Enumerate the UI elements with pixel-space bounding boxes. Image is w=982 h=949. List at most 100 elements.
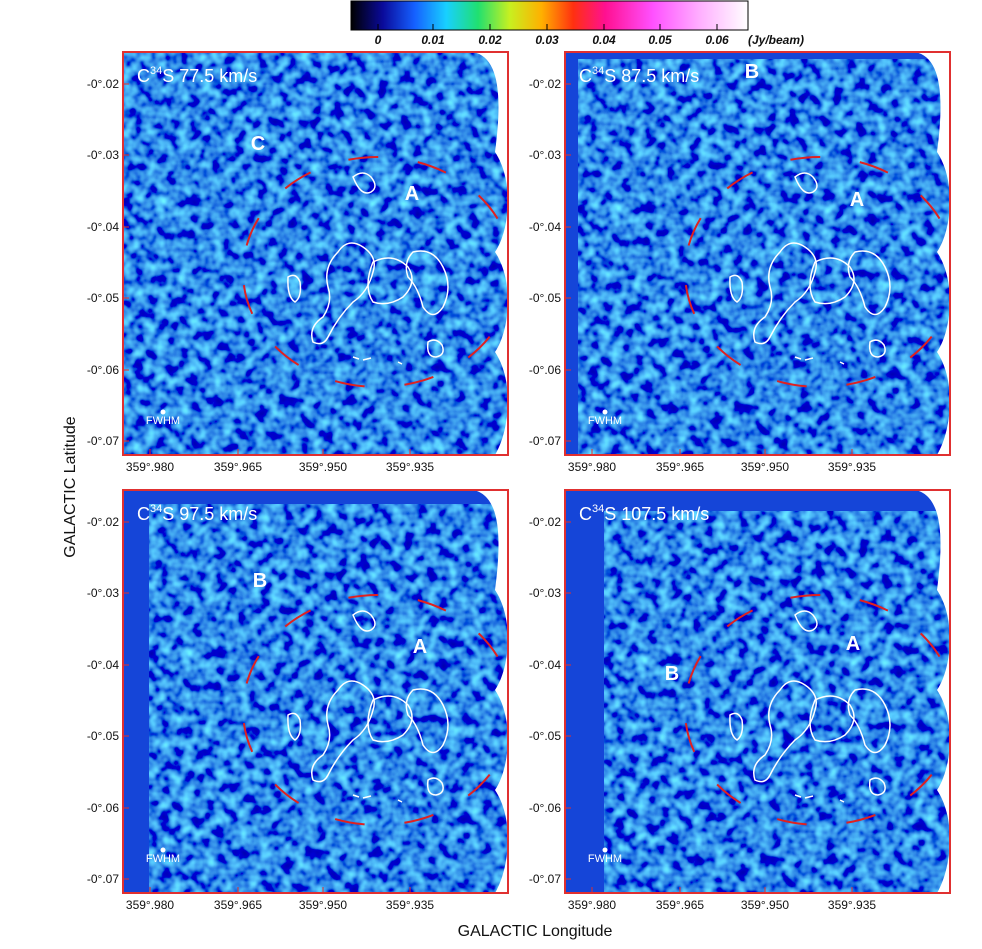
x-tick-label: 359°.980 <box>568 460 617 474</box>
contour <box>352 794 403 803</box>
contour <box>367 695 413 743</box>
contour <box>405 250 449 316</box>
feature-label: B <box>745 61 759 83</box>
contour <box>352 610 376 632</box>
intensity-noise <box>578 59 950 455</box>
beam-label: FWHM <box>146 415 180 427</box>
y-tick-label: -0°.05 <box>529 729 561 743</box>
title-velocity: S 87.5 km/s <box>604 66 699 86</box>
y-axis-label: GALACTIC Latitude <box>62 416 79 558</box>
x-tick-label: 359°.980 <box>126 898 175 912</box>
contour <box>868 339 886 358</box>
contour <box>794 794 845 803</box>
panel: C34S 77.5 km/sCAFWHM-0°.02-0°.03-0°.04-0… <box>87 51 509 474</box>
contour <box>405 688 449 754</box>
y-tick-label: -0°.05 <box>87 729 119 743</box>
contour <box>794 356 845 365</box>
beam <box>602 847 608 853</box>
feature-label: B <box>665 663 679 685</box>
feature-label: A <box>850 189 864 211</box>
colorbar-tick-label: 0.03 <box>535 33 559 47</box>
panel: C34S 107.5 km/s A B FWHM -0°.02 -0°.03 -0°.04 -… <box>529 489 951 912</box>
colorbar-tick-label: 0.01 <box>421 33 445 47</box>
x-tick-label: 359°.950 <box>741 898 790 912</box>
y-tick-label: -0°.06 <box>529 801 561 815</box>
colorbar-unit: (Jy/beam) <box>748 33 804 47</box>
contour <box>426 777 444 796</box>
x-tick-label: 359°.965 <box>214 460 263 474</box>
contour <box>311 242 375 345</box>
panel: C34S 87.5 km/s B A FWHM -0°.02 -0°.03 -0°.04 -0… <box>529 51 951 474</box>
y-tick-label: -0°.06 <box>87 801 119 815</box>
contour <box>352 172 376 194</box>
y-tick-label: -0°.04 <box>87 220 119 234</box>
contour <box>868 777 886 796</box>
title-velocity: S 77.5 km/s <box>162 66 257 86</box>
y-tick-label: -0°.02 <box>529 77 561 91</box>
x-tick-label: 359°.950 <box>299 460 348 474</box>
y-tick-label: -0°.04 <box>529 658 561 672</box>
beam <box>602 409 608 415</box>
title-isotope: 34 <box>150 65 162 77</box>
intensity-noise <box>149 504 508 893</box>
y-tick-label: -0°.02 <box>87 515 119 529</box>
panel-frame <box>122 489 509 894</box>
title-species: C <box>137 504 150 524</box>
title-species: C <box>137 66 150 86</box>
contour <box>794 610 818 632</box>
contour <box>753 680 817 783</box>
y-tick-label: -0°.02 <box>529 515 561 529</box>
contour <box>311 680 375 783</box>
feature-label: A <box>846 633 860 655</box>
x-axis-label: GALACTIC Longitude <box>458 923 613 940</box>
intensity-noise <box>604 511 950 893</box>
colorbar-tick-label: 0.06 <box>705 33 729 47</box>
panel-image <box>123 52 508 455</box>
panel-image <box>565 490 950 893</box>
panel-image <box>565 52 950 455</box>
y-tick-label: -0°.07 <box>529 872 561 886</box>
beam-label: FWHM <box>588 415 622 427</box>
y-tick-label: -0°.06 <box>87 363 119 377</box>
panel-title: C34S 107.5 km/s <box>579 503 709 524</box>
x-tick-label: 359°.965 <box>214 898 263 912</box>
y-tick-label: -0°.07 <box>529 434 561 448</box>
panel-title: C34S 77.5 km/s <box>137 65 257 86</box>
y-tick-label: -0°.03 <box>87 148 119 162</box>
feature-label: C <box>251 133 265 155</box>
title-species: C <box>579 66 592 86</box>
x-tick-label: 359°.935 <box>386 898 435 912</box>
y-tick-label: -0°.07 <box>87 872 119 886</box>
shell-outline <box>242 156 508 388</box>
x-tick-label: 359°.965 <box>656 898 705 912</box>
title-isotope: 34 <box>592 503 604 515</box>
colorbar-tick-label: 0.05 <box>648 33 672 47</box>
panel: C34S 97.5 km/s B A FWHM -0°.02 -0°.03 -0°.04 -0… <box>87 489 509 912</box>
y-tick-label: -0°.07 <box>87 434 119 448</box>
contour <box>794 172 818 194</box>
x-tick-label: 359°.950 <box>299 898 348 912</box>
y-tick-label: -0°.03 <box>87 586 119 600</box>
beam <box>160 409 166 415</box>
title-velocity: S 107.5 km/s <box>604 504 709 524</box>
y-tick-label: -0°.04 <box>87 658 119 672</box>
colorbar-tick-label: 0 <box>375 33 382 47</box>
beam <box>160 847 166 853</box>
contour <box>352 356 403 365</box>
map-edge <box>915 52 950 455</box>
x-tick-label: 359°.950 <box>741 460 790 474</box>
panel-title: C34S 87.5 km/s <box>579 65 699 86</box>
x-tick-label: 359°.935 <box>386 460 435 474</box>
contour <box>847 688 891 754</box>
colorbar-tick-label: 0.02 <box>478 33 502 47</box>
title-species: C <box>579 504 592 524</box>
colorbar <box>350 0 749 31</box>
feature-label: B <box>253 570 267 592</box>
colorbar-tick-label: 0.04 <box>592 33 616 47</box>
x-tick-label: 359°.980 <box>126 460 175 474</box>
feature-label: A <box>413 636 427 658</box>
map-edge <box>473 52 508 455</box>
y-tick-label: -0°.03 <box>529 586 561 600</box>
y-tick-label: -0°.04 <box>529 220 561 234</box>
